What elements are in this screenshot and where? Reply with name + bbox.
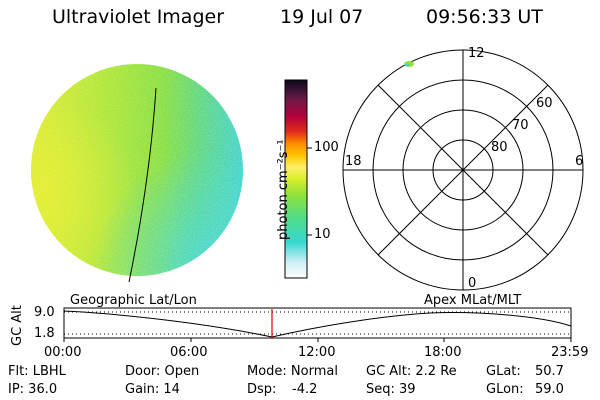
info-glon-value: 59.0 (535, 382, 564, 397)
x-tick-0000: 00:00 (44, 345, 82, 360)
info-dsp-value: -4.2 (292, 382, 318, 397)
date-label: 19 Jul 07 (280, 6, 364, 28)
lat-label-60: 60 (536, 96, 553, 111)
info-filter: Flt: LBHL (8, 364, 66, 379)
x-tick-2359: 23:59 (551, 345, 589, 360)
info-glat: GLat: (486, 364, 521, 379)
mlt-label-0: 0 (468, 276, 477, 291)
polar-aurora-spot (404, 61, 414, 67)
info-gain: Gain: 14 (125, 382, 180, 397)
colorbar-tick-10: 10 (314, 227, 331, 242)
uv-disk-image (31, 64, 243, 276)
info-ip: IP: 36.0 (8, 382, 58, 397)
x-tick-1800: 18:00 (424, 345, 462, 360)
instrument-title: Ultraviolet Imager (52, 6, 225, 28)
y-tick-9: 9.0 (34, 305, 55, 320)
info-door: Door: Open (125, 364, 200, 379)
colorbar (284, 79, 308, 279)
timeline-axes (63, 307, 572, 342)
colorbar-tick-100: 100 (314, 140, 339, 155)
gc-alt-axis-label: GC Alt (10, 305, 25, 346)
mlt-label-18: 18 (345, 154, 362, 169)
y-tick-1-8: 1.8 (34, 326, 55, 341)
lat-label-70: 70 (512, 118, 529, 133)
x-tick-1200: 12:00 (298, 345, 336, 360)
info-mode: Mode: Normal (247, 364, 338, 379)
meridian-line (128, 87, 157, 283)
info-dsp: Dsp: (247, 382, 277, 397)
timeline-left-label: Geographic Lat/Lon (70, 293, 197, 308)
mlt-label-12: 12 (468, 46, 485, 61)
info-glon: GLon: (486, 382, 524, 397)
colorbar-unit-label: photon cm⁻²s⁻¹ (276, 139, 291, 240)
polar-grid (342, 49, 584, 291)
gc-alt-curve (63, 310, 572, 338)
info-seq: Seq: 39 (366, 382, 416, 397)
x-tick-0600: 06:00 (170, 345, 208, 360)
info-glat-value: 50.7 (535, 364, 564, 379)
lat-label-80: 80 (491, 140, 508, 155)
mlt-label-6: 6 (575, 154, 584, 169)
timeline-right-label: Apex MLat/MLT (424, 293, 522, 308)
info-gc-alt: GC Alt: 2.2 Re (366, 364, 457, 379)
time-label: 09:56:33 UT (426, 6, 543, 28)
